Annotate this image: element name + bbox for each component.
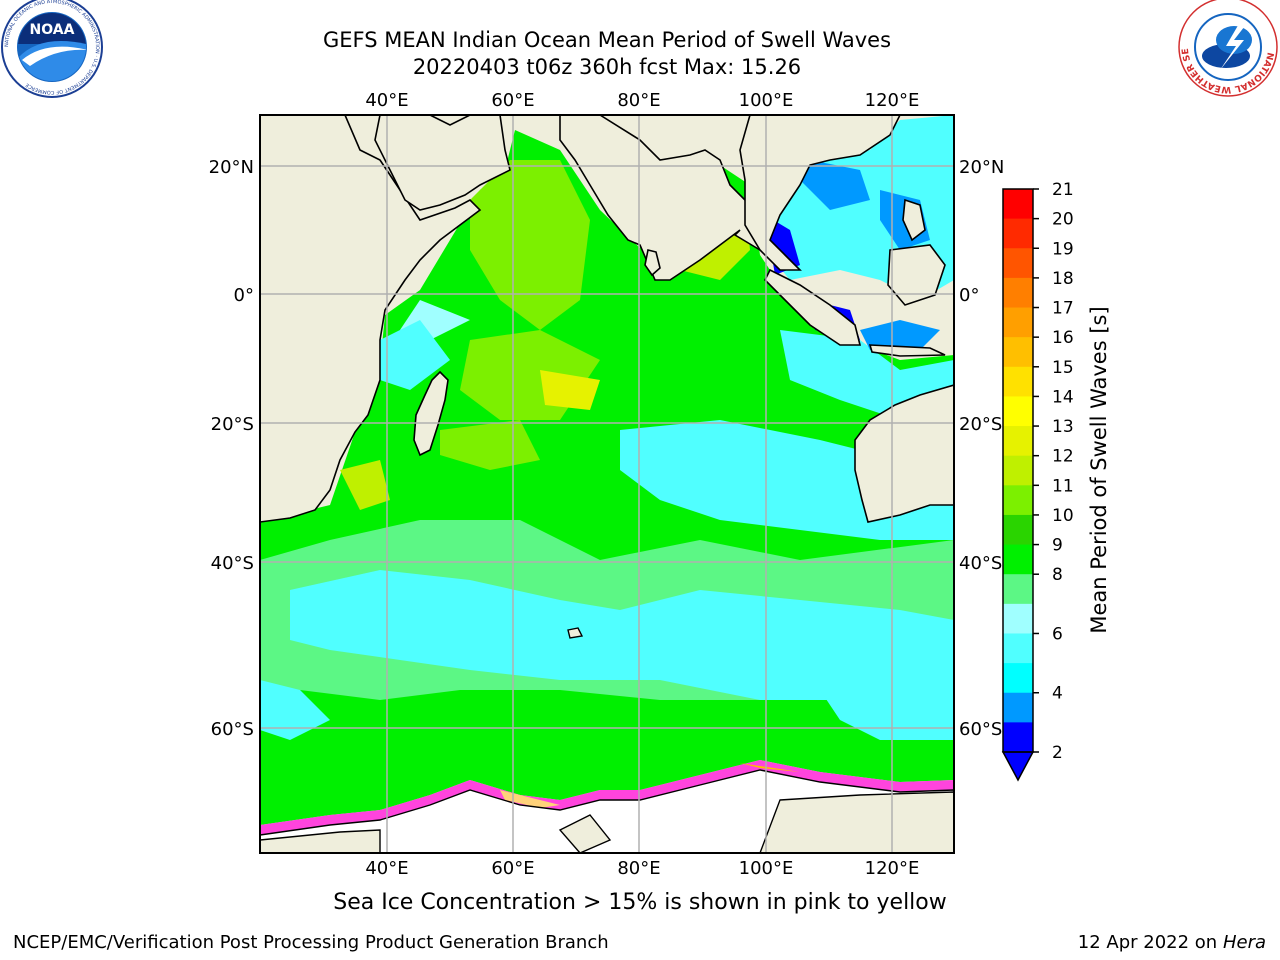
colorbar-tick-label: 19 — [1052, 239, 1074, 259]
colorbar-tick-label: 8 — [1052, 565, 1063, 585]
lat-label-right: 0° — [959, 285, 979, 306]
colorbar-tick-label: 10 — [1052, 506, 1074, 526]
colorbar-extend-triangle — [1001, 751, 1035, 782]
lon-label-top: 60°E — [491, 90, 534, 111]
colorbar-tick-label: 9 — [1052, 536, 1063, 556]
footer-credit: NCEP/EMC/Verification Post Processing Pr… — [13, 932, 609, 953]
colorbar-tick-label: 15 — [1052, 358, 1074, 378]
lon-label-top: 80°E — [617, 90, 660, 111]
colorbar-band — [1003, 396, 1033, 427]
footer-date-text: 12 Apr 2022 on — [1077, 932, 1223, 953]
sea-ice-caption: Sea Ice Concentration > 15% is shown in … — [0, 890, 1280, 915]
colorbar-tick-label: 2 — [1052, 743, 1063, 763]
lat-label-left: 20°N — [209, 157, 254, 178]
colorbar-band — [1003, 277, 1033, 309]
lon-label-top: 40°E — [365, 90, 408, 111]
colorbar-band — [1003, 485, 1033, 516]
colorbar-tick-label: 11 — [1052, 476, 1074, 496]
footer-date: 12 Apr 2022 on Hera — [1078, 932, 1266, 953]
lon-label-bottom: 100°E — [739, 858, 794, 879]
colorbar-tick-label: 17 — [1052, 299, 1074, 319]
lat-label-left: 40°S — [211, 553, 254, 574]
lon-label-bottom: 40°E — [365, 858, 408, 879]
lon-label-bottom: 60°E — [491, 858, 534, 879]
noaa-logo-text: NOAA — [30, 22, 75, 38]
colorbar-tick-label: 20 — [1052, 210, 1074, 230]
lat-label-right: 60°S — [959, 719, 1002, 740]
colorbar-ticks: 21 20 19 18 17 16 15 14 13 12 11 10 9 8 6 4 2 — [1033, 180, 1074, 763]
noaa-logo-icon: NOAA NATIONAL OCEANIC AND ATMOSPHERIC AD… — [1, 0, 103, 98]
colorbar-band — [1003, 337, 1033, 368]
colorbar-tick-label: 12 — [1052, 447, 1074, 467]
colorbar-band — [1003, 722, 1033, 753]
lat-label-right: 40°S — [959, 553, 1002, 574]
footer-host: Hera — [1222, 932, 1266, 953]
colorbar-band — [1003, 248, 1033, 279]
lon-label-bottom: 80°E — [617, 858, 660, 879]
colorbar-tick-label: 21 — [1052, 180, 1074, 200]
lat-label-right: 20°N — [959, 157, 1004, 178]
lon-label-top: 120°E — [865, 90, 920, 111]
map-area — [260, 115, 954, 853]
colorbar-tick-label: 6 — [1052, 624, 1063, 644]
lat-label-left: 0° — [234, 285, 254, 306]
colorbar-tick-label: 14 — [1052, 387, 1074, 407]
colorbar-band — [1003, 218, 1033, 249]
lat-label-right: 20°S — [959, 414, 1002, 435]
lat-label-left: 20°S — [211, 414, 254, 435]
colorbar-band — [1003, 366, 1033, 397]
lon-label-bottom: 120°E — [865, 858, 920, 879]
colorbar-band — [1003, 574, 1033, 605]
lat-label-left: 60°S — [211, 719, 254, 740]
colorbar-bands — [1003, 189, 1033, 753]
colorbar-band — [1003, 544, 1033, 575]
colorbar-band — [1003, 692, 1033, 723]
lon-label-top: 100°E — [739, 90, 794, 111]
sea-ice-caption-text: Sea Ice Concentration > 15% is shown in … — [333, 890, 947, 915]
chart-title: GEFS MEAN Indian Ocean Mean Period of Sw… — [322, 28, 892, 52]
colorbar-band — [1003, 603, 1033, 634]
colorbar-tick-label: 4 — [1052, 684, 1063, 704]
chart-subtitle: 20220403 t06z 360h fcst Max: 15.26 — [412, 55, 802, 79]
colorbar-frame — [1002, 188, 1034, 753]
colorbar: 21 20 19 18 17 16 15 14 13 12 11 10 9 8 6 4 2 Mean Perio… — [1001, 180, 1111, 782]
colorbar-band — [1003, 426, 1033, 457]
colorbar-band — [1003, 455, 1033, 486]
nws-ring-text: NATIONAL WEATHER SERVICE — [0, 0, 1275, 94]
colorbar-band — [1003, 307, 1033, 338]
colorbar-label: Mean Period of Swell Waves [s] — [1087, 306, 1111, 633]
nws-logo-icon: NATIONAL WEATHER SERVICE — [0, 0, 1278, 97]
map-frame — [259, 114, 955, 854]
colorbar-band — [1003, 514, 1033, 546]
svg-text:NATIONAL WEATHER SERVICE: NATIONAL WEATHER SERVICE — [0, 0, 1275, 94]
graticule — [260, 115, 954, 853]
colorbar-tick-label: 16 — [1052, 328, 1074, 348]
colorbar-tick-label: 13 — [1052, 417, 1074, 437]
colorbar-band — [1003, 189, 1033, 220]
colorbar-band — [1003, 663, 1033, 694]
colorbar-tick-label: 18 — [1052, 269, 1074, 289]
colorbar-band — [1003, 633, 1033, 664]
